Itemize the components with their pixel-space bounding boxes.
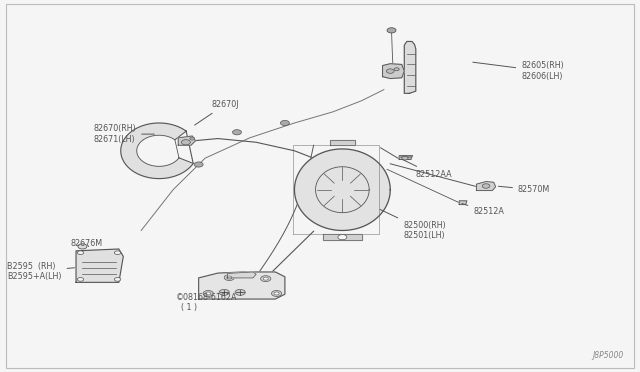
Circle shape: [338, 235, 347, 240]
Polygon shape: [460, 201, 467, 205]
Circle shape: [260, 276, 271, 282]
Circle shape: [189, 137, 195, 140]
Polygon shape: [178, 136, 195, 145]
Circle shape: [205, 292, 211, 295]
Circle shape: [77, 278, 84, 281]
Circle shape: [181, 140, 190, 145]
Circle shape: [219, 289, 229, 295]
Circle shape: [227, 276, 232, 279]
Circle shape: [115, 278, 121, 281]
Text: 82512AA: 82512AA: [403, 160, 452, 179]
Polygon shape: [476, 182, 495, 190]
Circle shape: [224, 275, 234, 280]
Text: 82670(RH)
82671(LH): 82670(RH) 82671(LH): [93, 124, 154, 144]
Text: 82670J: 82670J: [195, 100, 239, 125]
Circle shape: [387, 69, 394, 73]
Polygon shape: [399, 155, 413, 159]
Circle shape: [271, 291, 282, 296]
Text: 82570M: 82570M: [499, 185, 550, 194]
Circle shape: [203, 291, 213, 296]
Circle shape: [77, 251, 84, 254]
Circle shape: [280, 121, 289, 126]
Text: 82500(RH)
82501(LH): 82500(RH) 82501(LH): [380, 209, 446, 240]
Circle shape: [387, 28, 396, 33]
Text: ©08168-6162A
  ( 1 ): ©08168-6162A ( 1 ): [176, 293, 238, 312]
Polygon shape: [383, 64, 404, 78]
Circle shape: [232, 130, 241, 135]
Text: B2595  (RH)
B2595+A(LH): B2595 (RH) B2595+A(LH): [7, 262, 75, 281]
Polygon shape: [294, 149, 390, 231]
Polygon shape: [227, 272, 256, 278]
Polygon shape: [404, 41, 416, 93]
Circle shape: [115, 251, 121, 254]
Polygon shape: [121, 123, 193, 179]
Circle shape: [482, 184, 490, 188]
Circle shape: [235, 289, 245, 295]
Circle shape: [274, 292, 279, 295]
Polygon shape: [330, 140, 355, 145]
Text: 82605(RH)
82606(LH): 82605(RH) 82606(LH): [473, 61, 564, 81]
Circle shape: [394, 68, 399, 71]
Polygon shape: [76, 249, 124, 282]
Circle shape: [263, 277, 268, 280]
Text: J8P5000: J8P5000: [592, 351, 623, 360]
Circle shape: [402, 156, 408, 160]
Circle shape: [78, 244, 87, 249]
Circle shape: [194, 162, 203, 167]
Polygon shape: [198, 272, 285, 299]
Text: 82676M: 82676M: [71, 239, 103, 248]
Text: 82512A: 82512A: [462, 203, 504, 217]
Polygon shape: [323, 234, 362, 240]
